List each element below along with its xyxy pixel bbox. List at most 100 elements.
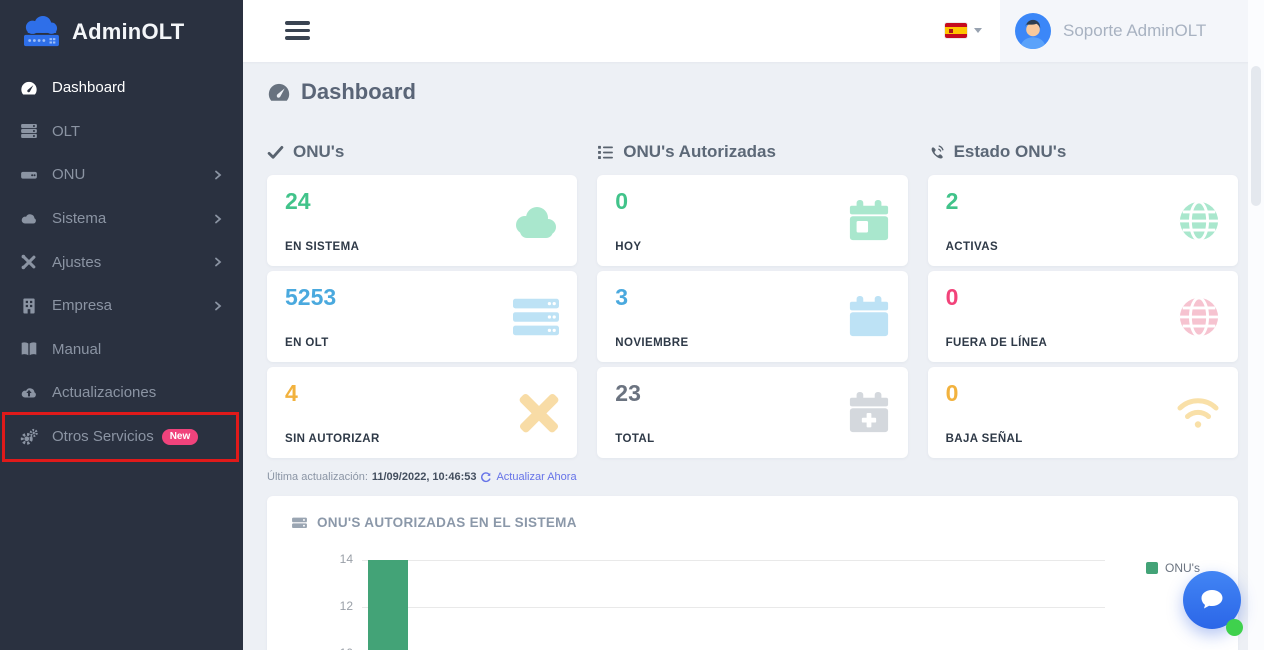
user-menu[interactable]: Soporte AdminOLT xyxy=(1000,0,1248,62)
sidebar-item-olt[interactable]: OLT xyxy=(0,110,243,154)
stat-value: 23 xyxy=(615,380,641,406)
stat-value: 0 xyxy=(615,188,629,214)
chevron-right-icon xyxy=(213,170,223,180)
stat-label: FUERA DE LÍNEA xyxy=(945,337,1048,349)
phone-volume-icon xyxy=(928,144,945,161)
stat-card-hoy: 0 HOY xyxy=(597,175,908,266)
language-selector[interactable] xyxy=(945,23,982,38)
content: Dashboard ONU's 24 EN SISTEMA xyxy=(243,76,1264,650)
sidebar-item-manual[interactable]: Manual xyxy=(0,328,243,372)
stat-value: 3 xyxy=(615,284,629,310)
sidebar-item-label: Otros Servicios xyxy=(52,428,154,446)
sidebar-item-label: Sistema xyxy=(52,210,107,228)
chart-legend: ONU's xyxy=(1146,561,1200,575)
sidebar-item-label: Dashboard xyxy=(52,79,126,97)
calendar-icon xyxy=(848,295,890,339)
legend-swatch xyxy=(1146,562,1158,574)
sidebar-item-dashboard[interactable]: Dashboard xyxy=(0,66,243,110)
stat-value: 0 xyxy=(945,284,959,310)
sidebar-item-label: Ajustes xyxy=(52,253,102,271)
sidebar-item-label: Manual xyxy=(52,340,102,358)
chart-title: ONU'S AUTORIZADAS EN EL SISTEMA xyxy=(291,514,1214,531)
stat-card-en-olt: 5253 EN OLT xyxy=(267,271,578,362)
stat-label: SIN AUTORIZAR xyxy=(285,433,380,445)
sidebar-item-actualizaciones[interactable]: Actualizaciones xyxy=(0,371,243,415)
avatar xyxy=(1015,13,1051,50)
section-header-autorizadas: ONU's Autorizadas xyxy=(597,139,907,165)
scrollbar-thumb[interactable] xyxy=(1251,66,1261,206)
chevron-right-icon xyxy=(213,214,223,224)
calendar-plus-icon xyxy=(848,391,890,435)
sidebar-item-label: Empresa xyxy=(52,297,113,315)
gauge-icon xyxy=(20,79,38,97)
cloud-upload-icon xyxy=(20,384,38,402)
cloud-icon xyxy=(511,204,559,238)
online-status-dot xyxy=(1226,619,1243,636)
stat-card-fuera-de-linea: 0 FUERA DE LÍNEA xyxy=(927,271,1238,362)
last-update-datetime: 11/09/2022, 10:46:53 xyxy=(371,471,477,483)
stat-label: EN SISTEMA xyxy=(285,241,360,253)
column-onus-autorizadas: ONU's Autorizadas 0 HOY 3 NOVIEMBRE xyxy=(597,139,908,463)
page-title: Dashboard xyxy=(267,76,1238,108)
list-ol-icon xyxy=(597,144,614,161)
globe-icon xyxy=(1178,295,1220,338)
gears-icon xyxy=(20,428,38,446)
server-icon xyxy=(20,122,38,140)
stat-label: ACTIVAS xyxy=(945,241,999,253)
cloud-icon xyxy=(20,210,38,228)
sidebar-item-ajustes[interactable]: Ajustes xyxy=(0,240,243,284)
calendar-day-icon xyxy=(848,199,890,243)
device-icon xyxy=(20,166,38,184)
brand-logo[interactable]: AdminOLT xyxy=(0,0,243,64)
menu-toggle-button[interactable] xyxy=(285,21,310,40)
new-badge: New xyxy=(161,428,199,445)
stat-value: 5253 xyxy=(285,284,337,310)
sidebar-item-empresa[interactable]: Empresa xyxy=(0,284,243,328)
page-scrollbar[interactable] xyxy=(1248,0,1264,650)
section-header-onus: ONU's xyxy=(267,139,577,165)
brand-name: AdminOLT xyxy=(72,19,185,44)
y-axis-tick: 12 xyxy=(339,599,353,613)
last-update-prefix: Última actualización: xyxy=(267,471,368,483)
refresh-now-link[interactable]: Actualizar Ahora xyxy=(480,471,577,483)
brand-cloud-router-icon xyxy=(20,15,62,49)
sidebar-item-label: OLT xyxy=(52,122,81,140)
stat-label: NOVIEMBRE xyxy=(615,337,689,349)
bar-onus xyxy=(368,560,408,650)
chevron-down-icon xyxy=(974,28,982,33)
stat-card-baja-senal: 0 BAJA SEÑAL xyxy=(927,367,1238,458)
stat-label: HOY xyxy=(615,241,642,253)
stat-card-en-sistema: 24 EN SISTEMA xyxy=(267,175,578,266)
stat-card-sin-autorizar: 4 SIN AUTORIZAR xyxy=(267,367,578,458)
chart-title-text: ONU'S AUTORIZADAS EN EL SISTEMA xyxy=(317,515,577,530)
stat-value: 2 xyxy=(945,188,959,214)
server-icon xyxy=(513,298,560,335)
stat-value: 0 xyxy=(945,380,959,406)
section-title: ONU's Autorizadas xyxy=(623,142,776,161)
page-title-text: Dashboard xyxy=(301,79,416,104)
last-update-row: Última actualización: 11/09/2022, 10:46:… xyxy=(267,470,1238,484)
globe-icon xyxy=(1178,199,1220,242)
wifi-icon xyxy=(1176,396,1220,430)
y-axis-tick: 10 xyxy=(307,646,353,650)
refresh-icon xyxy=(481,472,492,483)
topbar: Soporte AdminOLT xyxy=(243,0,1264,62)
sidebar-item-sistema[interactable]: Sistema xyxy=(0,197,243,241)
chevron-right-icon xyxy=(213,301,223,311)
column-onus: ONU's 24 EN SISTEMA 5253 EN OLT xyxy=(267,139,578,463)
stat-card-activas: 2 ACTIVAS xyxy=(927,175,1238,266)
gridline xyxy=(362,607,1105,608)
section-title: Estado ONU's xyxy=(953,142,1067,161)
section-header-estado: Estado ONU's xyxy=(928,139,1238,165)
sidebar-item-otros-servicios[interactable]: Otros Servicios New xyxy=(0,415,243,459)
stat-card-noviembre: 3 NOVIEMBRE xyxy=(597,271,908,362)
sidebar-item-onu[interactable]: ONU xyxy=(0,153,243,197)
legend-label: ONU's xyxy=(1165,561,1200,575)
building-icon xyxy=(20,297,38,315)
chat-widget-button[interactable] xyxy=(1183,571,1243,636)
sidebar-item-label: ONU xyxy=(52,166,86,184)
sidebar-item-label: Actualizaciones xyxy=(52,384,157,402)
stat-label: EN OLT xyxy=(285,337,329,349)
stat-label: TOTAL xyxy=(615,433,655,445)
chart-card: ONU'S AUTORIZADAS EN EL SISTEMA 14 12 10 O… xyxy=(267,496,1238,650)
